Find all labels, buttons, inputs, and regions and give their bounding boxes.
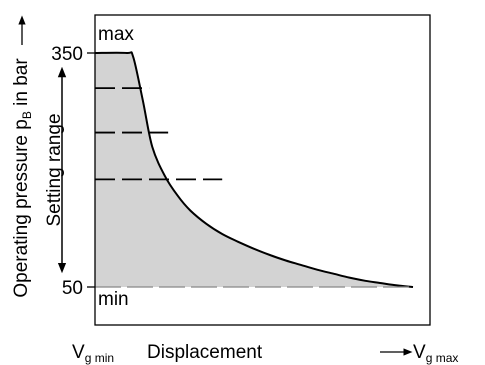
min-annotation: min <box>98 289 129 310</box>
x-max-label: Vg max <box>413 342 458 365</box>
max-annotation: max <box>98 24 134 45</box>
setting-range-label: Setting range <box>44 113 65 226</box>
y-tick-label-350: 350 <box>51 44 83 65</box>
x-axis-label: Displacement <box>147 342 263 363</box>
operating-area <box>95 52 413 288</box>
y-axis-label: Operating pressure pB in bar <box>11 58 34 298</box>
plot-frame <box>94 14 431 326</box>
x-min-label: Vg min <box>72 342 114 365</box>
y-tick-label-50: 50 <box>62 278 83 299</box>
setting-lines <box>95 87 413 288</box>
max-pressure-curve <box>94 51 414 288</box>
